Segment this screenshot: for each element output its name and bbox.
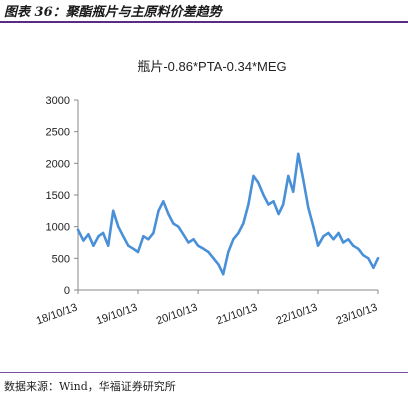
data-point: [372, 266, 375, 269]
data-point: [312, 225, 315, 228]
data-point: [277, 212, 280, 216]
data-point: [287, 174, 290, 178]
data-source: 数据来源：Wind，华福证券研究所: [4, 380, 176, 393]
data-point: [322, 235, 325, 238]
data-point: [357, 247, 360, 250]
data-point: [316, 244, 320, 247]
data-point: [256, 181, 260, 184]
data-point: [147, 238, 150, 241]
data-point: [187, 241, 190, 244]
data-point: [362, 254, 365, 257]
y-tick-label: 1500: [46, 190, 70, 202]
data-point: [352, 244, 355, 247]
data-point: [242, 222, 245, 225]
data-point: [87, 233, 90, 236]
line-chart: 瓶片-0.86*PTA-0.34*MEG 0 500 1000 1500 2000 250…: [35, 59, 380, 328]
data-point: [237, 231, 240, 235]
data-point: [227, 250, 230, 254]
data-point: [76, 228, 80, 231]
data-point: [302, 178, 305, 181]
data-point: [136, 250, 140, 254]
data-point: [182, 233, 185, 236]
x-tick-label: 21/10/13: [215, 302, 259, 328]
data-point: [347, 238, 350, 241]
data-point: [167, 212, 170, 216]
data-point: [297, 152, 300, 155]
data-point: [122, 235, 125, 238]
footer-rule: [0, 372, 408, 373]
y-axis: 0 500 1000 1500 2000 2500 3000: [46, 95, 79, 297]
data-point: [342, 241, 345, 244]
data-point: [222, 273, 225, 276]
data-point: [376, 257, 380, 260]
data-point: [192, 238, 195, 241]
series-line: [76, 152, 380, 276]
x-tick-label: 23/10/13: [335, 302, 379, 328]
figure-header: 图表 36：聚酯瓶片与主原料价差趋势: [0, 0, 408, 20]
data-point: [267, 203, 270, 206]
figure-caption: 图表 36：聚酯瓶片与主原料价差趋势: [4, 5, 222, 20]
data-point: [217, 263, 220, 266]
data-point: [272, 200, 275, 203]
header-rule: [0, 21, 408, 23]
data-point: [307, 206, 310, 209]
y-tick-label: 0: [64, 285, 70, 297]
data-point: [162, 200, 165, 203]
x-tick-label: 18/10/13: [35, 302, 79, 328]
data-point: [107, 244, 110, 247]
data-point: [132, 247, 135, 250]
data-point: [92, 244, 95, 247]
y-tick-label: 2500: [46, 127, 70, 139]
data-point: [212, 257, 215, 260]
data-point: [117, 225, 120, 228]
data-point: [157, 209, 160, 212]
data-point: [172, 222, 175, 225]
data-point: [367, 257, 370, 260]
data-point: [332, 238, 335, 241]
y-tick-label: 1000: [46, 222, 70, 234]
data-point: [207, 250, 210, 254]
data-point: [327, 231, 330, 235]
data-point: [127, 244, 130, 247]
data-point: [196, 244, 200, 247]
data-point: [337, 231, 340, 235]
data-point: [232, 238, 235, 241]
data-point: [262, 193, 265, 197]
data-point: [177, 225, 180, 228]
data-point: [101, 231, 105, 235]
x-tick-label: 22/10/13: [275, 302, 319, 328]
data-point: [142, 235, 145, 238]
data-point: [112, 209, 115, 212]
y-tick-label: 2000: [46, 158, 70, 170]
data-point: [82, 239, 85, 242]
y-tick-label: 500: [52, 253, 70, 265]
data-point: [247, 203, 250, 206]
x-tick-label: 19/10/13: [95, 302, 139, 328]
data-point: [152, 231, 155, 235]
y-tick-label: 3000: [46, 95, 70, 107]
data-point: [282, 203, 285, 206]
data-point: [97, 235, 100, 238]
data-point: [252, 174, 255, 178]
plot-area: [76, 152, 380, 276]
data-point: [292, 190, 295, 193]
x-tick-label: 20/10/13: [155, 302, 199, 328]
data-point: [202, 247, 205, 250]
x-axis: 18/10/13 19/10/13 20/10/13 21/10/13 22/10/13…: [35, 289, 379, 328]
chart-title: 瓶片-0.86*PTA-0.34*MEG: [137, 59, 286, 74]
